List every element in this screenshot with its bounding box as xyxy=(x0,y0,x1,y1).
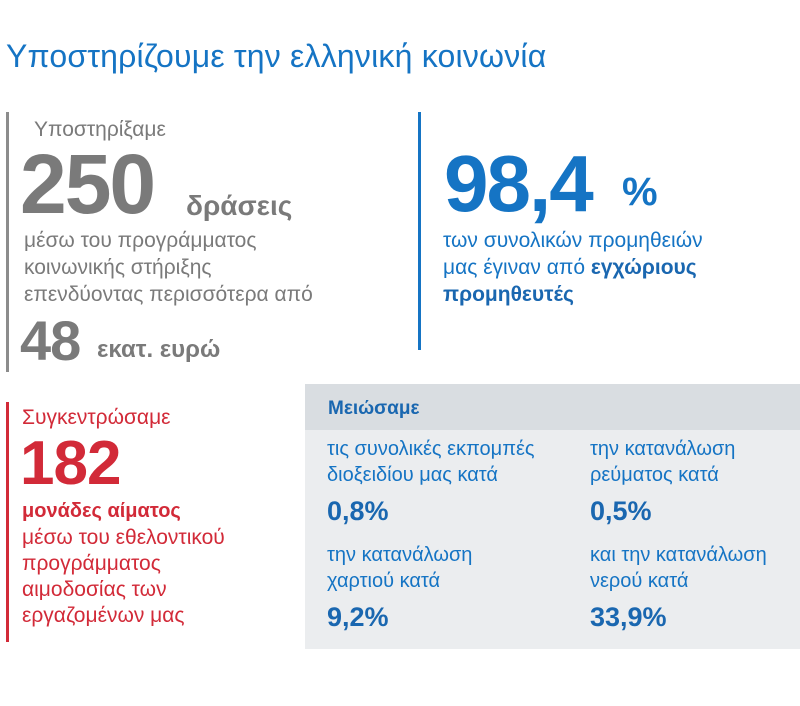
reduction-paper-value: 9,2% xyxy=(327,602,389,632)
blood-line-4: εργαζομένων μας xyxy=(22,604,185,627)
suppliers-line-2-plain: μας έγιναν από xyxy=(443,256,591,279)
suppliers-line-1: των συνολικών προμηθειών xyxy=(443,229,703,252)
blood-line-2: προγράμματος xyxy=(22,552,161,575)
red-accent-bar xyxy=(6,402,9,642)
reduction-water-line-2: νερού κατά xyxy=(590,570,689,592)
reduction-electricity-value: 0,5% xyxy=(590,496,652,526)
blood-number: 182 xyxy=(20,429,121,498)
reduction-water-value: 33,9% xyxy=(590,602,667,632)
reduction-electricity-line-1: την κατανάλωση xyxy=(590,438,736,460)
actions-amount-unit: εκατ. ευρώ xyxy=(97,336,221,363)
suppliers-percent: % xyxy=(622,170,658,214)
suppliers-line-2: μας έγιναν από εγχώριους xyxy=(443,256,697,280)
actions-unit: δράσεις xyxy=(186,190,293,221)
actions-number: 250 xyxy=(20,137,156,231)
reduction-emissions-line-2: διοξειδίου μας κατά xyxy=(327,464,498,486)
reduction-electricity-line-2: ρεύματος κατά xyxy=(590,464,719,486)
actions-line-2: κοινωνικής στήριξης xyxy=(24,256,212,279)
blood-intro: Συγκεντρώσαμε xyxy=(22,406,171,429)
gray-accent-bar xyxy=(6,112,9,372)
suppliers-line-3: προμηθευτές xyxy=(443,283,574,306)
reductions-panel-header xyxy=(305,384,800,430)
reduction-emissions-line-1: τις συνολικές εκπομπές xyxy=(327,438,535,460)
blood-line-3: αιμοδοσίας των xyxy=(22,578,167,601)
blood-unit: μονάδες αίματος xyxy=(22,500,181,522)
blood-line-1: μέσω του εθελοντικού xyxy=(22,526,225,549)
page-title: Υποστηρίζουμε την ελληνική κοινωνία xyxy=(6,38,547,74)
actions-amount: 48 xyxy=(20,309,81,372)
reduction-water-line-1: και την κατανάλωση xyxy=(590,544,767,566)
reduction-paper-line-2: χαρτιού κατά xyxy=(327,570,441,592)
reduction-emissions-value: 0,8% xyxy=(327,496,389,526)
actions-line-1: μέσω του προγράμματος xyxy=(24,229,257,252)
suppliers-local-bold: εγχώριους xyxy=(590,256,697,279)
suppliers-number: 98,4 xyxy=(444,139,594,228)
blue-accent-bar xyxy=(418,112,421,350)
reductions-heading: Μειώσαμε xyxy=(328,398,420,419)
reduction-paper-line-1: την κατανάλωση xyxy=(327,544,473,566)
actions-line-3: επενδύοντας περισσότερα από xyxy=(24,283,313,306)
actions-intro: Υποστηρίξαμε xyxy=(34,118,166,141)
